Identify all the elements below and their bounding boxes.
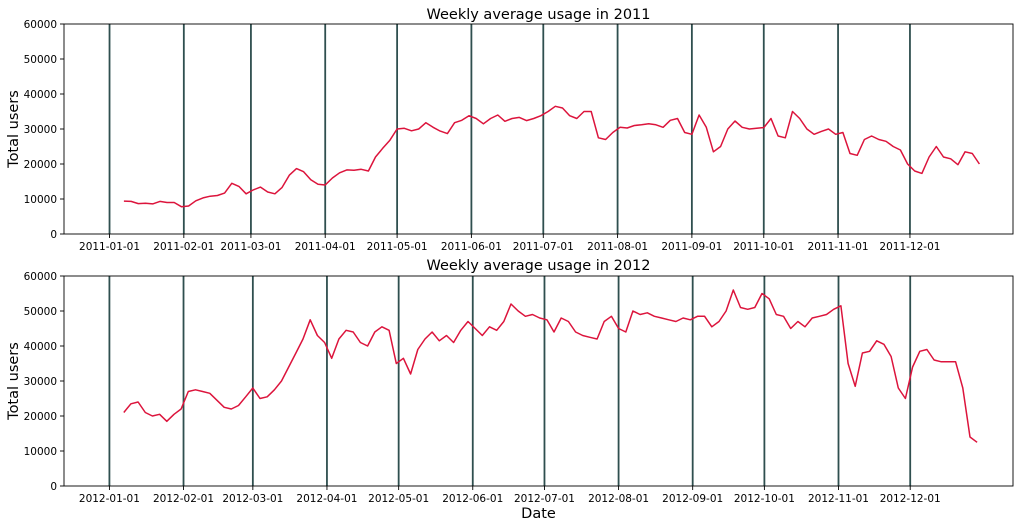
y-tick-label: 30000 [24, 124, 57, 136]
x-tick-label: 2012-02-01 [153, 493, 214, 505]
usage-line-2012 [123, 289, 978, 443]
y-tick-label: 30000 [24, 376, 57, 388]
y-tick-label: 0 [50, 481, 57, 493]
y-ticks-2012: 0 10000 20000 30000 40000 50000 60000 [24, 271, 64, 493]
plot-frame-2012 [63, 275, 1014, 487]
x-tick-label: 2011-02-01 [153, 241, 214, 253]
x-tick-label: 2012-06-01 [442, 493, 503, 505]
x-tick-label: 2012-10-01 [734, 493, 795, 505]
subplot-2012: Weekly average usage in 2012 Total users… [6, 258, 1014, 522]
y-tick-label: 10000 [24, 194, 57, 206]
x-tick-label: 2011-06-01 [441, 241, 502, 253]
x-tick-label: 2012-04-01 [296, 493, 357, 505]
x-tick-label: 2011-04-01 [295, 241, 356, 253]
x-tick-label: 2012-05-01 [368, 493, 429, 505]
subplot-2011: Weekly average usage in 2011 Total users… [6, 7, 1014, 253]
y-tick-label: 20000 [24, 411, 57, 423]
x-axis-label: Date [521, 506, 556, 522]
y-tick-label: 0 [50, 229, 57, 241]
y-ticks-2011: 0 10000 20000 30000 40000 50000 60000 [24, 19, 64, 241]
usage-line-2011 [123, 105, 981, 208]
y-axis-label-2012: Total users [6, 342, 22, 421]
y-tick-label: 40000 [24, 89, 57, 101]
x-tick-label: 2012-03-01 [222, 493, 283, 505]
x-tick-label: 2011-03-01 [220, 241, 281, 253]
x-tick-label: 2011-09-01 [661, 241, 722, 253]
y-tick-label: 10000 [24, 446, 57, 458]
x-tick-label: 2011-01-01 [79, 241, 140, 253]
x-tick-label: 2012-07-01 [514, 493, 575, 505]
y-tick-label: 60000 [24, 19, 57, 31]
x-tick-label: 2012-01-01 [79, 493, 140, 505]
x-tick-label: 2011-12-01 [879, 241, 940, 253]
x-ticks-2011: 2011-01-01 2011-02-01 2011-03-01 2011-04-01… [79, 234, 940, 253]
x-tick-label: 2012-08-01 [588, 493, 649, 505]
x-tick-label: 2011-08-01 [587, 241, 648, 253]
x-tick-label: 2011-10-01 [733, 241, 794, 253]
x-tick-label: 2011-05-01 [367, 241, 428, 253]
x-ticks-2012: 2012-01-01 2012-02-01 2012-03-01 2012-04-01… [79, 486, 941, 505]
y-tick-label: 20000 [24, 159, 57, 171]
chart-title-2012: Weekly average usage in 2012 [426, 258, 650, 274]
x-tick-label: 2012-09-01 [662, 493, 723, 505]
month-vlines-2011 [108, 24, 911, 234]
y-axis-label-2011: Total users [6, 90, 22, 169]
x-tick-label: 2012-11-01 [808, 493, 869, 505]
chart-title-2011: Weekly average usage in 2011 [426, 7, 650, 23]
y-tick-label: 60000 [24, 271, 57, 283]
x-tick-label: 2011-11-01 [808, 241, 869, 253]
x-tick-label: 2012-12-01 [880, 493, 941, 505]
y-tick-label: 40000 [24, 341, 57, 353]
x-tick-label: 2011-07-01 [513, 241, 574, 253]
y-tick-label: 50000 [24, 306, 57, 318]
y-tick-label: 50000 [24, 54, 57, 66]
plot-frame-2011 [63, 23, 1014, 235]
month-vlines-2012 [108, 276, 912, 486]
